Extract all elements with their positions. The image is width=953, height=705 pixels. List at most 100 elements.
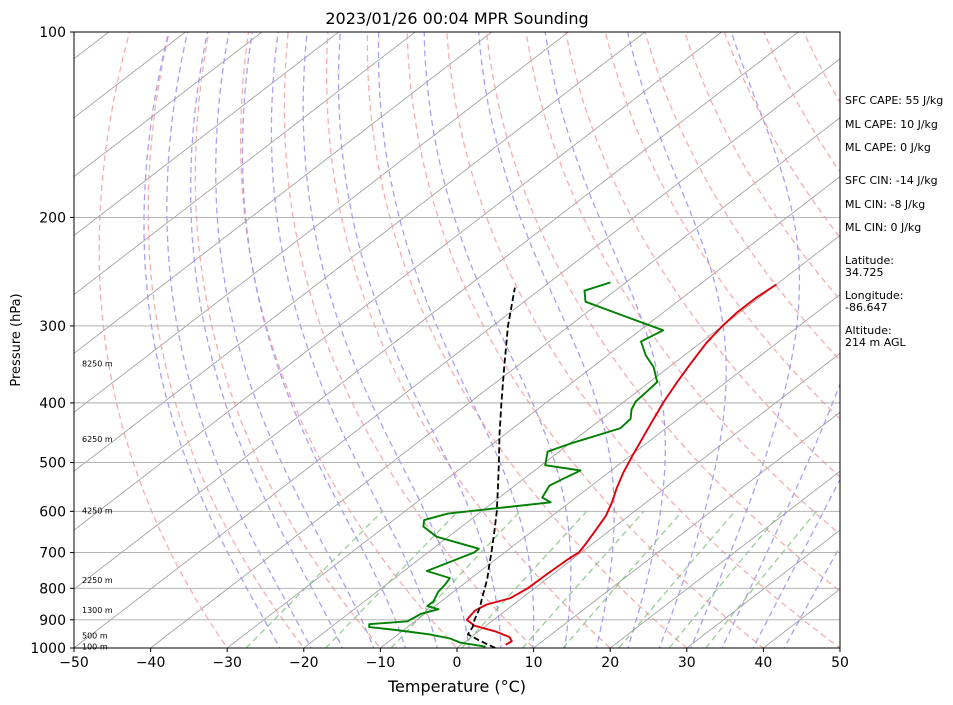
- mixing-ratio-line: [245, 510, 383, 648]
- height-label: 500 m: [82, 632, 108, 641]
- height-label: 8250 m: [82, 359, 113, 368]
- longitude-value: -86.647: [845, 301, 887, 314]
- mixing-ratio-line: [562, 510, 683, 648]
- isotherm-line: [226, 176, 840, 648]
- isobar-lines: [74, 32, 840, 648]
- sfc-cin-label: SFC CIN: -14 J/kg: [845, 174, 938, 187]
- ml-cin-label: ML CIN: -8 J/kg: [845, 198, 925, 211]
- dry-adiabat-line: [98, 32, 228, 648]
- isotherm-line: [74, 32, 493, 354]
- ml-cin-2-label: ML CIN: 0 J/kg: [845, 221, 921, 234]
- dry-adiabat-line: [644, 32, 840, 361]
- moist-adiabat-line: [423, 32, 572, 648]
- y-tick-label: 300: [39, 319, 66, 335]
- x-tick-label: −10: [366, 655, 396, 671]
- isotherm-line: [74, 32, 646, 472]
- altitude-value: 214 m AGL: [845, 336, 907, 349]
- y-tick-label: 1000: [30, 641, 66, 657]
- x-tick-label: 50: [831, 655, 849, 671]
- isotherm-line: [149, 117, 840, 648]
- latitude-label: Latitude:: [845, 254, 894, 267]
- sfc-cape-label: SFC CAPE: 55 J/kg: [845, 94, 943, 107]
- x-axis-ticks: −50 −40 −30 −20 −10 0 10 20 30 40 50: [59, 648, 849, 671]
- isotherm-line: [74, 32, 799, 590]
- x-tick-label: 20: [601, 655, 619, 671]
- x-tick-label: −50: [59, 655, 89, 671]
- dry-adiabat-line: [366, 32, 688, 648]
- x-tick-label: −20: [289, 655, 319, 671]
- height-label: 2250 m: [82, 576, 113, 585]
- dry-adiabat-line: [446, 32, 840, 648]
- y-tick-label: 400: [39, 396, 66, 412]
- x-tick-label: −30: [212, 655, 242, 671]
- height-label: 100 m: [82, 643, 108, 652]
- isotherm-line: [303, 235, 840, 648]
- y-tick-label: 100: [39, 25, 66, 41]
- mixing-ratio-line: [668, 510, 783, 648]
- x-tick-label: 40: [754, 655, 772, 671]
- isotherm-line: [74, 32, 340, 237]
- profile-series: [368, 281, 777, 648]
- moist-adiabat-line: [215, 32, 375, 648]
- isotherm-line: [900, 18, 953, 661]
- dry-adiabat-line: [147, 32, 305, 648]
- moist-adiabat-line: [143, 32, 281, 648]
- mixing-ratio-line: [705, 510, 818, 648]
- isotherm-line: [74, 58, 840, 648]
- x-tick-label: 10: [525, 655, 543, 671]
- y-tick-label: 700: [39, 546, 66, 562]
- moist-adiabat-line: [690, 32, 801, 648]
- latitude-value: 34.725: [845, 266, 884, 279]
- y-tick-label: 800: [39, 581, 66, 597]
- moist-adiabat-line: [166, 32, 312, 648]
- stats-panel: SFC CAPE: 55 J/kg ML CAPE: 10 J/kg ML CA…: [845, 94, 943, 349]
- isotherm-line: [609, 470, 840, 648]
- altitude-label: Altitude:: [845, 324, 892, 337]
- moist-adiabat-line: [783, 545, 840, 648]
- isotherm-line: [74, 32, 187, 119]
- moist-adiabat-line: [241, 32, 407, 648]
- series-line-2: [466, 287, 516, 648]
- isotherm-line: [74, 32, 263, 178]
- isotherm-line: [686, 529, 840, 648]
- y-tick-label: 600: [39, 504, 66, 520]
- isotherm-line: [74, 32, 416, 295]
- height-label: 6250 m: [82, 435, 113, 444]
- isotherm-line: [0, 18, 50, 661]
- dry-adiabat-line: [239, 32, 458, 648]
- x-axis-label: Temperature (°C): [387, 677, 526, 696]
- series-line-1: [368, 281, 665, 648]
- mixing-ratio-line: [522, 510, 645, 648]
- moist-adiabat-line: [190, 32, 344, 648]
- moist-adiabat-line: [337, 32, 502, 648]
- height-label: 1300 m: [82, 606, 113, 615]
- series-line-0: [465, 283, 777, 646]
- mixing-ratio-line: [618, 510, 736, 648]
- moist-adiabat-line: [302, 32, 470, 648]
- moist-adiabat-line: [377, 32, 535, 648]
- dry-adiabat-line: [683, 32, 840, 301]
- dry-adiabat-line: [325, 32, 612, 648]
- background-lines: [0, 18, 953, 661]
- moist-adiabat-line: [270, 32, 438, 648]
- y-tick-label: 500: [39, 456, 66, 472]
- y-axis-ticks: 100 200 300 400 500 600 700 800 900 1000: [30, 25, 74, 657]
- dry-adiabat-line: [283, 32, 535, 648]
- chart-title: 2023/01/26 00:04 MPR Sounding: [325, 9, 588, 28]
- longitude-label: Longitude:: [845, 289, 903, 302]
- y-axis-label: Pressure (hPa): [9, 293, 24, 386]
- moist-adiabat-line: [752, 478, 840, 648]
- dry-adiabat-line: [604, 32, 840, 420]
- x-tick-label: 30: [678, 655, 696, 671]
- dry-adiabat-line: [406, 32, 765, 648]
- y-tick-label: 900: [39, 613, 66, 629]
- moist-adiabat-line: [544, 32, 666, 648]
- x-tick-label: 0: [453, 655, 462, 671]
- dry-adiabat-line: [194, 32, 382, 648]
- isotherm-line: [74, 32, 570, 413]
- height-label: 4250 m: [82, 506, 113, 515]
- ml-cape-label: ML CAPE: 10 J/kg: [845, 118, 938, 131]
- y-tick-label: 200: [39, 210, 66, 226]
